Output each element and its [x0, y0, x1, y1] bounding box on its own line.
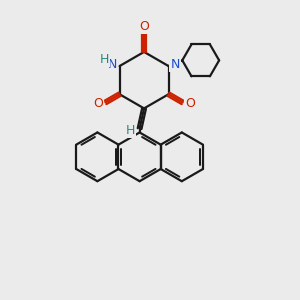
Text: O: O — [139, 20, 149, 34]
Text: O: O — [93, 98, 103, 110]
Text: O: O — [185, 98, 195, 110]
Text: H: H — [125, 124, 135, 136]
Text: N: N — [107, 58, 117, 71]
Text: N: N — [170, 58, 180, 71]
Text: H: H — [100, 53, 110, 66]
